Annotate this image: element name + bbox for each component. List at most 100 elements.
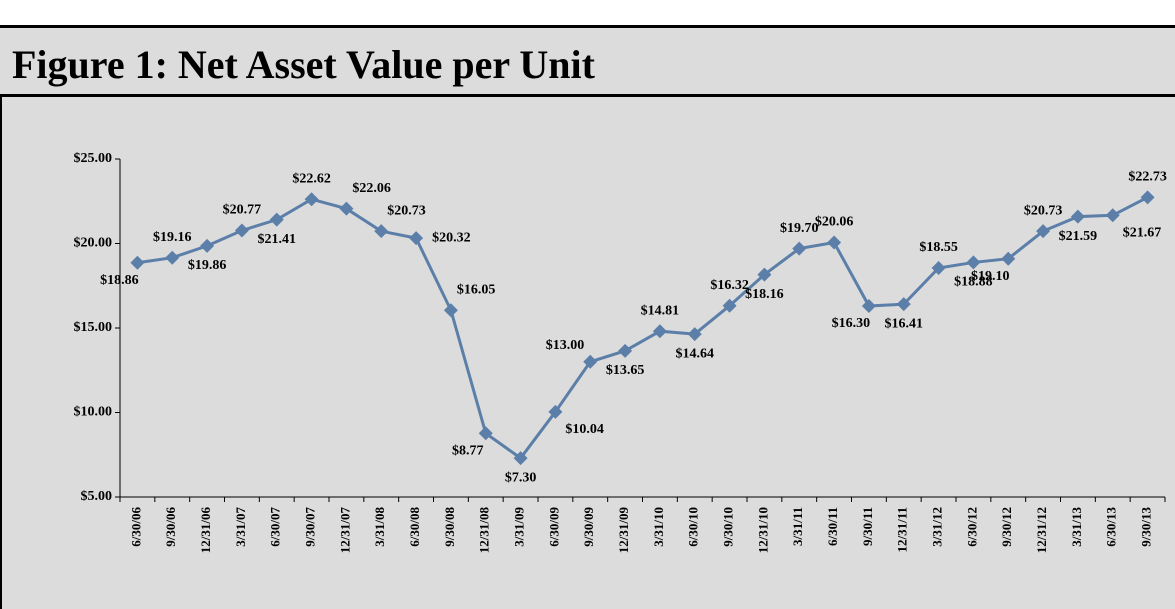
data-label: $21.41 bbox=[258, 232, 297, 247]
marker bbox=[165, 250, 180, 265]
x-tick-label: 12/31/07 bbox=[337, 507, 352, 554]
data-label: $22.73 bbox=[1128, 170, 1167, 185]
marker bbox=[966, 255, 981, 270]
y-tick-label: $20.00 bbox=[74, 236, 113, 251]
marker bbox=[1001, 251, 1016, 266]
data-label: $20.73 bbox=[1024, 203, 1063, 218]
marker bbox=[513, 451, 528, 466]
data-label: $20.06 bbox=[815, 215, 854, 230]
background bbox=[0, 27, 1175, 609]
left-edge bbox=[0, 97, 2, 609]
x-tick-label: 6/30/06 bbox=[128, 507, 143, 547]
x-tick-label: 12/31/08 bbox=[477, 507, 492, 554]
marker bbox=[652, 324, 667, 339]
x-tick-label: 12/31/09 bbox=[616, 507, 631, 554]
data-label: $14.64 bbox=[676, 346, 715, 361]
x-tick-label: 12/31/10 bbox=[755, 507, 770, 553]
x-tick-label: 6/30/13 bbox=[1104, 507, 1119, 547]
x-tick-label: 9/30/13 bbox=[1139, 507, 1154, 547]
marker bbox=[1105, 208, 1120, 223]
data-label: $16.41 bbox=[885, 316, 924, 331]
data-label: $19.70 bbox=[780, 221, 819, 236]
x-tick-label: 3/31/07 bbox=[233, 507, 248, 547]
x-tick-label: 3/31/11 bbox=[790, 507, 805, 546]
marker bbox=[1070, 209, 1085, 224]
marker bbox=[443, 303, 458, 318]
data-label: $7.30 bbox=[505, 470, 537, 485]
data-label: $19.16 bbox=[153, 230, 192, 245]
x-tick-label: 6/30/08 bbox=[407, 507, 422, 547]
marker bbox=[478, 426, 493, 441]
y-tick-label: $5.00 bbox=[81, 489, 113, 504]
marker bbox=[792, 241, 807, 256]
marker bbox=[234, 223, 249, 238]
marker bbox=[896, 297, 911, 312]
x-tick-label: 3/31/09 bbox=[512, 507, 527, 547]
x-tick-label: 12/31/12 bbox=[1034, 507, 1049, 553]
x-tick-label: 6/30/07 bbox=[268, 507, 283, 547]
data-label: $16.32 bbox=[710, 278, 749, 293]
x-tick-label: 6/30/09 bbox=[546, 507, 561, 547]
x-tick-label: 9/30/09 bbox=[581, 507, 596, 547]
x-tick-label: 3/31/12 bbox=[930, 507, 945, 547]
data-label: $20.32 bbox=[432, 230, 471, 245]
data-label: $21.59 bbox=[1059, 229, 1098, 244]
marker bbox=[827, 235, 842, 250]
chart-title: Figure 1: Net Asset Value per Unit bbox=[12, 42, 596, 87]
x-tick-label: 9/30/06 bbox=[163, 507, 178, 547]
x-tick-label: 6/30/12 bbox=[964, 507, 979, 547]
x-tick-label: 9/30/11 bbox=[860, 507, 875, 546]
marker bbox=[409, 231, 424, 246]
y-tick-label: $25.00 bbox=[74, 151, 113, 166]
data-label: $19.10 bbox=[971, 269, 1010, 284]
data-label: $20.77 bbox=[223, 203, 262, 218]
data-label: $18.86 bbox=[100, 273, 139, 288]
x-tick-label: 3/31/08 bbox=[372, 507, 387, 547]
data-label: $19.86 bbox=[188, 258, 227, 273]
marker bbox=[757, 267, 772, 282]
title-rule bbox=[0, 94, 1175, 97]
x-tick-label: 9/30/08 bbox=[442, 507, 457, 547]
x-tick-label: 9/30/10 bbox=[721, 507, 736, 547]
data-label: $10.04 bbox=[565, 422, 604, 437]
y-tick-label: $15.00 bbox=[74, 320, 113, 335]
data-label: $16.30 bbox=[832, 316, 871, 331]
data-label: $18.16 bbox=[745, 287, 784, 302]
top-rule bbox=[0, 25, 1175, 28]
y-tick-label: $10.00 bbox=[74, 405, 113, 420]
data-label: $14.81 bbox=[641, 303, 680, 318]
data-label: $20.73 bbox=[387, 203, 426, 218]
marker bbox=[548, 404, 563, 419]
data-label: $21.67 bbox=[1123, 225, 1162, 240]
marker bbox=[583, 354, 598, 369]
data-label: $8.77 bbox=[452, 444, 484, 459]
marker bbox=[618, 343, 633, 358]
x-tick-label: 9/30/07 bbox=[303, 507, 318, 547]
marker bbox=[687, 327, 702, 342]
marker bbox=[1036, 224, 1051, 239]
x-tick-label: 9/30/12 bbox=[999, 507, 1014, 547]
data-label: $13.00 bbox=[546, 338, 585, 353]
marker bbox=[374, 224, 389, 239]
x-tick-label: 3/31/13 bbox=[1069, 507, 1084, 547]
x-tick-label: 6/30/11 bbox=[825, 507, 840, 546]
x-tick-label: 3/31/10 bbox=[651, 507, 666, 547]
data-label: $18.88 bbox=[954, 275, 993, 290]
marker bbox=[339, 201, 354, 216]
x-tick-label: 6/30/10 bbox=[686, 507, 701, 547]
marker bbox=[269, 212, 284, 227]
x-tick-label: 12/31/06 bbox=[198, 507, 213, 554]
data-label: $16.05 bbox=[457, 282, 496, 297]
data-label: $18.55 bbox=[919, 240, 958, 255]
marker bbox=[861, 299, 876, 314]
marker bbox=[304, 192, 319, 207]
data-label: $22.62 bbox=[292, 171, 331, 186]
marker bbox=[130, 255, 145, 270]
data-label: $13.65 bbox=[606, 363, 645, 378]
marker bbox=[1140, 190, 1155, 205]
marker bbox=[200, 238, 215, 253]
marker bbox=[931, 261, 946, 276]
data-label: $22.06 bbox=[352, 181, 391, 196]
x-tick-label: 12/31/11 bbox=[895, 507, 910, 553]
